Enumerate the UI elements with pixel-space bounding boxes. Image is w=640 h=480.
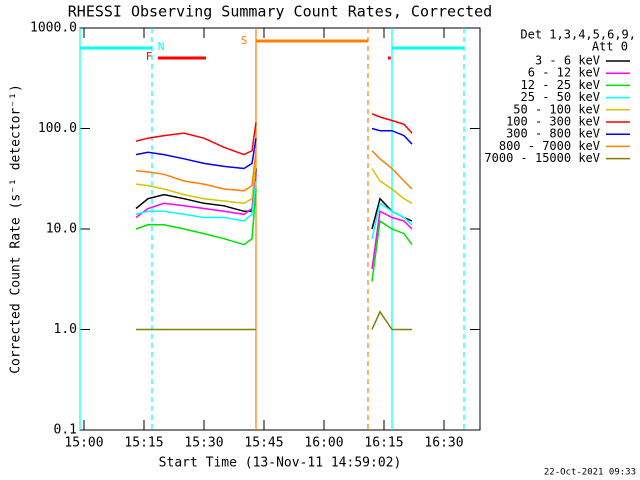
legend-label: 12 - 25 keV [521, 78, 600, 92]
y-tick-label: 1000.0 [30, 21, 77, 36]
legend-label: 25 - 50 keV [521, 90, 600, 104]
legend-label: 3 - 6 keV [535, 54, 600, 68]
footer: 22-Oct-2021 09:33 [544, 468, 636, 478]
legend-label: 300 - 800 keV [506, 127, 600, 141]
series-line [135, 150, 413, 192]
flag-label: S [241, 34, 248, 47]
series-line [136, 310, 412, 331]
x-tick-label: 15:15 [124, 436, 163, 451]
legend-label: 6 - 12 keV [528, 66, 600, 80]
legend-label: 100 - 300 keV [506, 115, 600, 129]
x-axis-label: Start Time (13-Nov-11 14:59:02) [159, 456, 402, 471]
x-tick-label: 15:30 [184, 436, 223, 451]
series-line [135, 163, 413, 205]
y-tick-label: 10.0 [46, 222, 77, 237]
chart-title: RHESSI Observing Summary Count Rates, Co… [68, 3, 492, 21]
series-line [135, 127, 413, 170]
legend-label: 800 - 7000 keV [499, 139, 600, 153]
series-line [135, 174, 413, 270]
y-tick-label: 0.1 [54, 423, 77, 438]
flag-label: F [146, 50, 153, 63]
legend-label: 7000 - 15000 keV [484, 151, 600, 165]
legend-title: Det 1,3,4,5,6,9, [520, 28, 636, 42]
x-tick-label: 16:15 [364, 436, 403, 451]
x-tick-label: 16:00 [304, 436, 343, 451]
legend-title: Att 0 [592, 40, 628, 54]
x-tick-label: 16:30 [424, 436, 463, 451]
flag-label: N [158, 40, 165, 53]
series-line [135, 180, 413, 239]
series-line [135, 188, 413, 282]
y-axis-label: Corrected Count Rate (s⁻¹ detector⁻¹) [9, 84, 24, 374]
x-tick-label: 15:00 [64, 436, 103, 451]
y-tick-label: 1.0 [54, 322, 77, 337]
y-tick-label: 100.0 [38, 121, 77, 136]
x-tick-label: 15:45 [244, 436, 283, 451]
series-line [135, 113, 413, 156]
legend-label: 50 - 100 keV [513, 102, 600, 116]
